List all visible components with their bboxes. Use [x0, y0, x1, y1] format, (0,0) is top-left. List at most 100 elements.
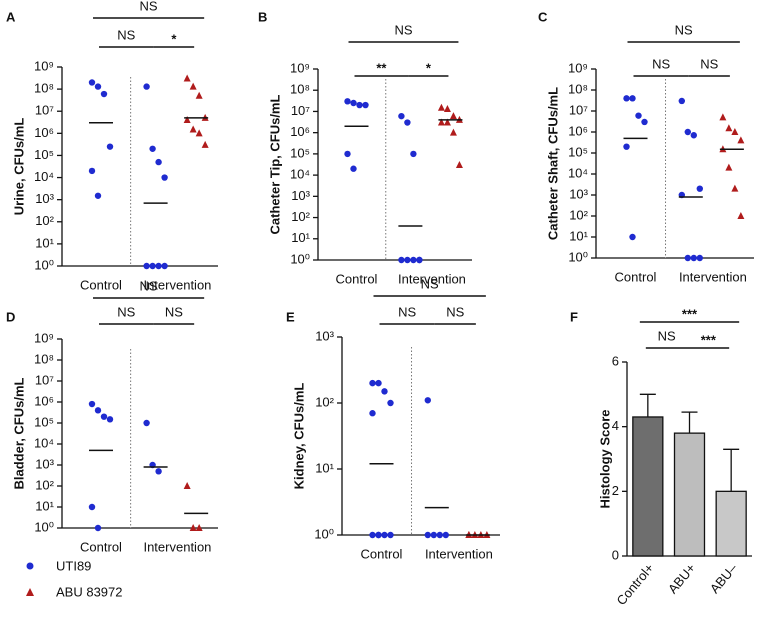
data-point — [629, 233, 636, 241]
y-tick-label: 10² — [315, 394, 334, 409]
data-point — [641, 118, 648, 126]
data-point — [189, 82, 197, 90]
y-tick-label: 10⁰ — [568, 249, 588, 264]
panel-letter: F — [570, 309, 578, 324]
data-point — [398, 256, 405, 264]
x-tick-label: Control+ — [613, 560, 656, 608]
significance-label: NS — [675, 22, 693, 37]
data-point — [369, 410, 376, 417]
data-point — [155, 158, 162, 166]
data-point — [88, 79, 96, 86]
y-tick-label: 10⁵ — [290, 145, 310, 160]
y-tick-label: 10⁷ — [35, 372, 54, 387]
significance-label: *** — [682, 306, 698, 321]
data-point — [424, 531, 431, 539]
y-tick-label: 10¹ — [315, 460, 334, 475]
y-tick-label: 10² — [35, 477, 54, 492]
data-point — [678, 97, 685, 105]
data-point — [369, 379, 376, 387]
data-point — [143, 262, 150, 270]
y-tick-label: 10⁷ — [291, 103, 310, 118]
data-point — [195, 129, 203, 137]
data-point — [369, 531, 376, 539]
data-point — [690, 254, 697, 262]
data-point — [350, 99, 357, 107]
significance-label: NS — [658, 328, 676, 343]
data-point — [100, 90, 108, 98]
y-tick-label: 10⁸ — [34, 81, 54, 96]
y-tick-label: 10⁷ — [35, 103, 54, 118]
significance-label: NS — [700, 56, 718, 71]
data-point — [696, 254, 703, 262]
y-tick-label: 10⁹ — [568, 60, 588, 75]
data-point — [100, 413, 108, 420]
data-point — [88, 503, 96, 511]
y-axis-label: Catheter Tip, CFUs/mL — [267, 94, 282, 234]
data-point — [449, 128, 457, 136]
y-tick-label: 10² — [569, 207, 588, 222]
data-point — [437, 118, 445, 126]
significance-label: * — [426, 60, 432, 75]
data-point — [195, 91, 203, 99]
data-point — [149, 145, 156, 152]
data-point — [94, 83, 102, 90]
significance-label: NS — [446, 304, 464, 319]
data-point — [149, 262, 156, 270]
data-point — [155, 262, 162, 270]
x-tick-label: Control — [80, 277, 122, 292]
y-tick-label: 10⁵ — [34, 414, 54, 429]
x-tick-label: Intervention — [143, 277, 211, 292]
x-tick-label: ABU+ — [665, 560, 699, 596]
data-point — [443, 105, 451, 113]
y-tick-label: 10¹ — [291, 230, 310, 245]
y-tick-label: 10⁴ — [290, 167, 310, 182]
data-point — [725, 163, 733, 171]
significance-label: NS — [165, 304, 183, 319]
significance-label: NS — [117, 27, 135, 42]
data-point — [189, 524, 197, 531]
data-point — [410, 256, 417, 264]
y-tick-label: 10⁸ — [34, 351, 54, 366]
y-tick-label: 10³ — [569, 186, 588, 201]
bar — [632, 416, 664, 557]
data-point — [143, 419, 150, 427]
data-point — [375, 379, 382, 387]
data-point — [430, 531, 437, 539]
data-point — [344, 150, 351, 158]
y-tick-label: 10⁶ — [290, 124, 310, 139]
data-point — [437, 103, 445, 111]
y-tick-label: 10¹ — [569, 228, 588, 243]
y-tick-label: 10³ — [35, 191, 54, 206]
significance-label: NS — [140, 0, 158, 13]
y-tick-label: 6 — [612, 353, 619, 368]
data-point — [88, 400, 96, 408]
bar — [715, 490, 747, 557]
x-tick-label: Control — [361, 546, 403, 561]
x-tick-label: Control — [336, 271, 378, 286]
y-tick-label: 4 — [612, 418, 619, 433]
x-tick-label: Control — [80, 539, 122, 554]
data-point — [161, 174, 168, 181]
panel-letter: D — [6, 309, 15, 324]
panel-letter: A — [6, 9, 16, 24]
bar — [673, 432, 706, 557]
data-point — [201, 140, 209, 148]
data-point — [183, 116, 191, 124]
panel-letter: B — [258, 9, 267, 24]
data-point — [381, 531, 388, 539]
y-tick-label: 0 — [612, 547, 619, 562]
significance-label: NS — [398, 304, 416, 319]
y-tick-label: 10³ — [315, 328, 334, 343]
x-tick-label: Intervention — [679, 269, 747, 284]
data-point — [635, 112, 642, 119]
data-point — [416, 256, 423, 264]
data-point — [719, 113, 727, 121]
y-axis-label: Histology Score — [597, 410, 612, 509]
data-point — [94, 192, 102, 199]
data-point — [449, 112, 457, 120]
y-tick-label: 10⁷ — [569, 102, 588, 117]
legend-marker — [26, 562, 34, 570]
y-tick-label: 10² — [291, 209, 310, 224]
data-point — [387, 531, 394, 539]
